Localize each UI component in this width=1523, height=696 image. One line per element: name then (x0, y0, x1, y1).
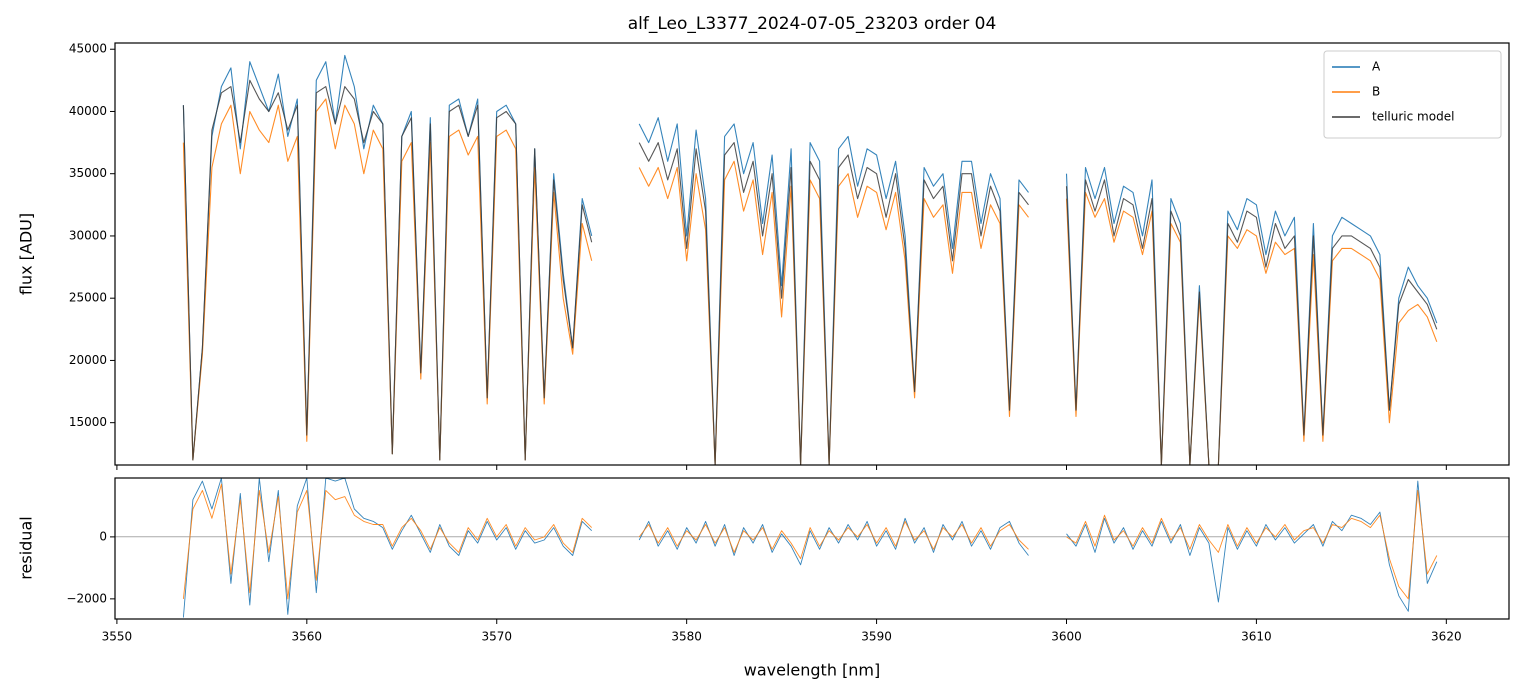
x-tick-label: 3580 (671, 630, 702, 644)
x-tick-label: 3590 (861, 630, 892, 644)
legend-label: telluric model (1372, 110, 1454, 124)
series-line (182, 478, 1438, 618)
x-axis-label: wavelength [nm] (744, 661, 881, 680)
series-line (182, 79, 1438, 465)
y-tick-label: 45000 (69, 42, 107, 56)
legend-label: B (1372, 85, 1380, 99)
x-tick-label: 3610 (1241, 630, 1272, 644)
plot-area (182, 478, 1438, 618)
plot-area (182, 54, 1438, 465)
x-tick-label: 3560 (292, 630, 323, 644)
y-tick-label: 35000 (69, 166, 107, 180)
y-tick-label: 25000 (69, 291, 107, 305)
y-tick-label: 20000 (69, 353, 107, 367)
legend-box (1323, 50, 1502, 139)
y-tick-label: 30000 (69, 228, 107, 242)
x-tick-label: 3620 (1431, 630, 1462, 644)
x-tick-label: 3550 (102, 630, 133, 644)
y-tick-label: −2000 (66, 591, 107, 605)
y-tick-label: 0 (99, 529, 107, 543)
legend-label: A (1372, 60, 1381, 74)
x-tick-label: 3600 (1051, 630, 1082, 644)
y-axis-label: residual (17, 516, 36, 579)
y-axis-label: flux [ADU] (17, 213, 36, 295)
series-line (182, 483, 1438, 600)
axes-frame (114, 42, 1510, 466)
chart-title: alf_Leo_L3377_2024-07-05_23203 order 04 (628, 14, 997, 34)
y-tick-label: 40000 (69, 104, 107, 118)
axes-frame (114, 477, 1510, 620)
y-tick-label: 15000 (69, 415, 107, 429)
x-tick-label: 3570 (481, 630, 512, 644)
